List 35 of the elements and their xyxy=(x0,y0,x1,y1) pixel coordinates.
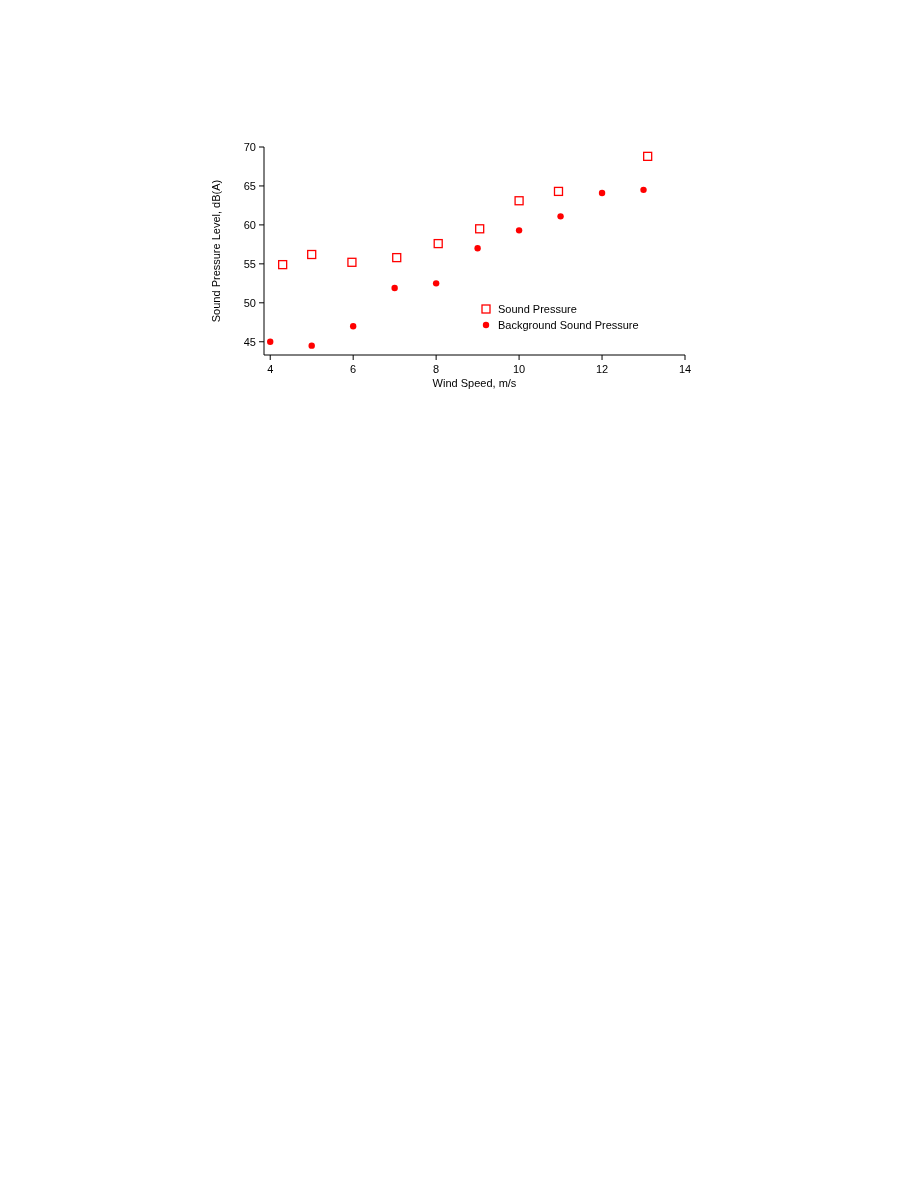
point xyxy=(557,213,564,220)
x-tick-label: 12 xyxy=(595,363,609,375)
x-axis-title: Wind Speed, m/s xyxy=(432,377,517,389)
legend-label: Background Sound Pressure xyxy=(498,319,639,331)
point xyxy=(307,249,317,260)
point xyxy=(267,338,274,345)
point xyxy=(432,280,440,287)
y-tick-label: 60 xyxy=(243,218,256,231)
point xyxy=(347,257,357,267)
point xyxy=(515,227,523,234)
point xyxy=(553,186,564,197)
point xyxy=(391,284,398,292)
point xyxy=(475,224,485,234)
y-tick-label: 65 xyxy=(243,179,256,192)
point xyxy=(643,151,653,161)
point xyxy=(514,196,524,206)
legend-label: Sound Pressure xyxy=(498,303,577,315)
y-tick-label: 70 xyxy=(243,141,256,153)
x-tick-label: 8 xyxy=(433,363,440,375)
x-tick-label: 10 xyxy=(512,363,526,375)
point xyxy=(278,259,288,270)
y-tick-label: 55 xyxy=(243,257,256,270)
x-tick-label: 6 xyxy=(350,363,357,375)
point xyxy=(392,252,402,263)
point xyxy=(308,342,315,349)
x-tick-label: 14 xyxy=(678,363,692,375)
y-tick-label: 45 xyxy=(243,335,256,348)
y-tick-label: 50 xyxy=(243,296,256,309)
point xyxy=(349,322,357,330)
point xyxy=(433,238,443,249)
point xyxy=(598,189,606,197)
point xyxy=(474,245,481,252)
x-tick-label: 4 xyxy=(267,363,274,375)
point xyxy=(640,186,647,194)
y-axis-title: Sound Pressure Level, dB(A) xyxy=(210,179,222,323)
